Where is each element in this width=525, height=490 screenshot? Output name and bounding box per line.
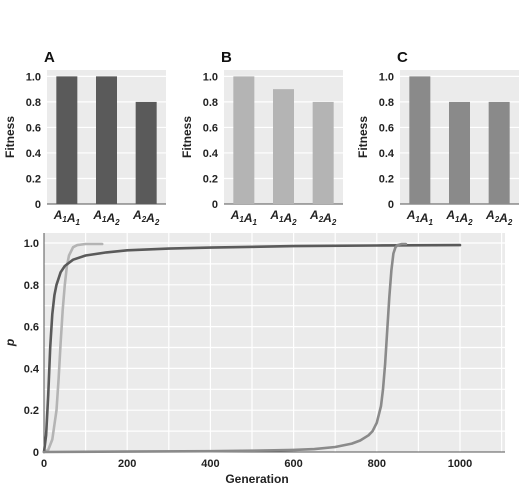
series-line-1 <box>42 242 104 454</box>
y-tick-label: 1.0 <box>203 71 218 83</box>
bar <box>312 101 334 204</box>
x-tick-label: 0 <box>41 458 47 470</box>
category-label: A1A1 <box>406 208 434 227</box>
category-label: A1A1 <box>53 208 81 227</box>
y-tick-label: 0.6 <box>203 122 218 134</box>
panel-label: A <box>44 49 55 66</box>
y-tick-label: 0.4 <box>203 148 219 160</box>
y-tick-label: 0 <box>35 199 41 211</box>
y-tick-label: 0.2 <box>24 405 39 417</box>
y-tick-label: 0.4 <box>379 148 395 160</box>
category-label: A1A2 <box>269 208 297 227</box>
series-line-2 <box>42 243 462 454</box>
y-tick-label: 0.6 <box>26 122 41 134</box>
panel-label: C <box>397 49 408 66</box>
y-tick-label: 0.6 <box>379 122 394 134</box>
bar <box>56 76 78 204</box>
bar <box>409 76 431 204</box>
y-tick-label: 0.8 <box>379 97 394 109</box>
bar <box>449 101 470 204</box>
y-axis-label: p <box>3 339 17 347</box>
bar <box>233 76 255 204</box>
bar-panel-a: 0 0.2 0.4 0.6 0.8 1.0 A1A1 A1A2 A2A2 A Fitness <box>3 49 166 227</box>
category-label: A1A1 <box>230 208 258 227</box>
y-tick-label: 0 <box>212 199 218 211</box>
bar <box>135 101 157 204</box>
y-axis-label: Fitness <box>180 116 194 158</box>
y-axis-label: Fitness <box>356 116 370 158</box>
y-tick-label: 1.0 <box>26 71 41 83</box>
x-axis-label: Generation <box>225 472 288 486</box>
y-axis-label: Fitness <box>3 116 17 158</box>
y-tick-label: 0.6 <box>24 322 39 334</box>
y-tick-label: 0.4 <box>26 148 42 160</box>
y-tick-label: 1.0 <box>24 238 39 250</box>
x-tick-label: 200 <box>118 458 136 470</box>
bar <box>96 76 117 204</box>
bar-panel-c: 0 0.2 0.4 0.6 0.8 1.0 A1A1 A1A2 A2A2 C Fitness <box>356 49 519 227</box>
plot-background <box>44 233 505 452</box>
category-label: A2A2 <box>309 208 337 227</box>
y-tick-label: 0.4 <box>24 363 40 375</box>
category-label: A2A2 <box>485 208 513 227</box>
panel-label: B <box>221 49 232 66</box>
y-tick-label: 0 <box>388 199 394 211</box>
x-tick-label: 400 <box>201 458 219 470</box>
y-tick-label: 0.2 <box>379 173 394 185</box>
y-tick-label: 1.0 <box>379 71 394 83</box>
y-tick-label: 0.2 <box>26 173 41 185</box>
category-label: A2A2 <box>132 208 160 227</box>
bar <box>488 101 510 204</box>
y-tick-label: 0.8 <box>26 97 41 109</box>
line-chart: 0 200 400 600 800 1000 0 0.2 0.4 0.6 0.8 1.0 Generat… <box>3 233 505 486</box>
y-tick-label: 0.2 <box>203 173 218 185</box>
y-tick-label: 0.8 <box>24 280 39 292</box>
category-label: A1A2 <box>445 208 473 227</box>
x-tick-label: 600 <box>284 458 302 470</box>
bar-panel-b: 0 0.2 0.4 0.6 0.8 1.0 A1A1 A1A2 A2A2 B Fitness <box>180 49 343 227</box>
category-label: A1A2 <box>92 208 120 227</box>
x-tick-label: 800 <box>368 458 386 470</box>
y-tick-label: 0.8 <box>203 97 218 109</box>
y-tick-label: 0 <box>33 447 39 459</box>
bar-panels: 0 0.2 0.4 0.6 0.8 1.0 A1A1 A1A2 A2A2 A Fitness 0 0.2… <box>3 49 519 227</box>
x-tick-label: 1000 <box>448 458 472 470</box>
series-line-3 <box>42 242 408 454</box>
bar <box>273 89 294 204</box>
